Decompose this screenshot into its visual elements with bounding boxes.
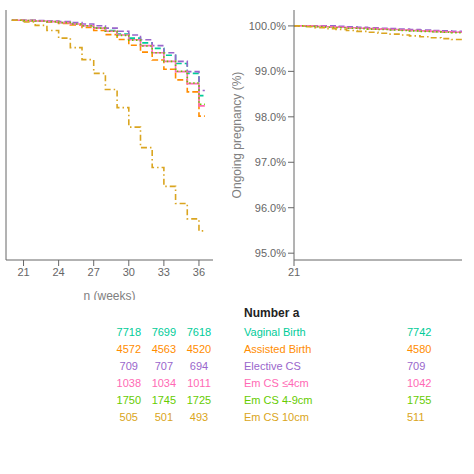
html-text:709: 709	[119, 360, 138, 372]
svg-text:36: 36	[193, 266, 205, 278]
svg-text:100.0%: 100.0%	[249, 20, 287, 32]
svg-text:99.0%: 99.0%	[255, 65, 286, 77]
svg-text:98.0%: 98.0%	[255, 111, 286, 123]
html-text:7742: 7742	[407, 326, 432, 338]
html-text:1745: 1745	[151, 394, 177, 406]
svg-text:Ongoing pregnancy (%): Ongoing pregnancy (%)	[232, 72, 244, 199]
html-text:Number a: Number a	[244, 306, 300, 320]
html-text:7699: 7699	[151, 326, 177, 338]
html-text:493: 493	[189, 411, 209, 423]
html-text:1011: 1011	[187, 377, 211, 389]
html-text:501: 501	[154, 411, 174, 423]
html-text:7618: 7618	[186, 326, 212, 338]
svg-text:33: 33	[158, 266, 170, 278]
html-text:Vaginal Birth: Vaginal Birth	[244, 326, 306, 338]
html-text:1038: 1038	[116, 377, 141, 389]
html-text:1042: 1042	[407, 377, 432, 389]
html-text:4580: 4580	[407, 343, 432, 355]
html-text:511: 511	[407, 411, 425, 423]
html-text:1725: 1725	[186, 394, 212, 406]
html-text:Em CS 4-9cm: Em CS 4-9cm	[244, 394, 313, 406]
html-text:7718: 7718	[116, 326, 141, 338]
svg-text:21: 21	[17, 266, 29, 278]
html-text:4572: 4572	[116, 343, 141, 355]
html-text:1034: 1034	[151, 377, 177, 389]
html-text:4520: 4520	[186, 343, 212, 355]
svg-text:30: 30	[123, 266, 135, 278]
svg-text:n (weeks): n (weeks)	[83, 289, 135, 300]
html-text:Em CS ≤4cm: Em CS ≤4cm	[244, 377, 309, 389]
svg-text:24: 24	[53, 266, 65, 278]
html-text:Elective CS: Elective CS	[244, 360, 301, 372]
html-text:1750: 1750	[116, 394, 141, 406]
svg-text:96.0%: 96.0%	[255, 202, 286, 214]
html-text:505: 505	[119, 411, 138, 423]
html-text:1755: 1755	[407, 394, 432, 406]
svg-text:27: 27	[88, 266, 100, 278]
svg-text:95.0%: 95.0%	[255, 247, 286, 259]
svg-text:97.0%: 97.0%	[255, 156, 286, 168]
html-text:707: 707	[154, 360, 174, 372]
html-text:709: 709	[407, 360, 426, 372]
html-text:Assisted Birth: Assisted Birth	[244, 343, 312, 355]
html-text:4563: 4563	[151, 343, 177, 355]
html-text:694: 694	[189, 360, 209, 372]
svg-text:21: 21	[288, 266, 300, 278]
html-text:Em CS 10cm: Em CS 10cm	[244, 411, 309, 423]
